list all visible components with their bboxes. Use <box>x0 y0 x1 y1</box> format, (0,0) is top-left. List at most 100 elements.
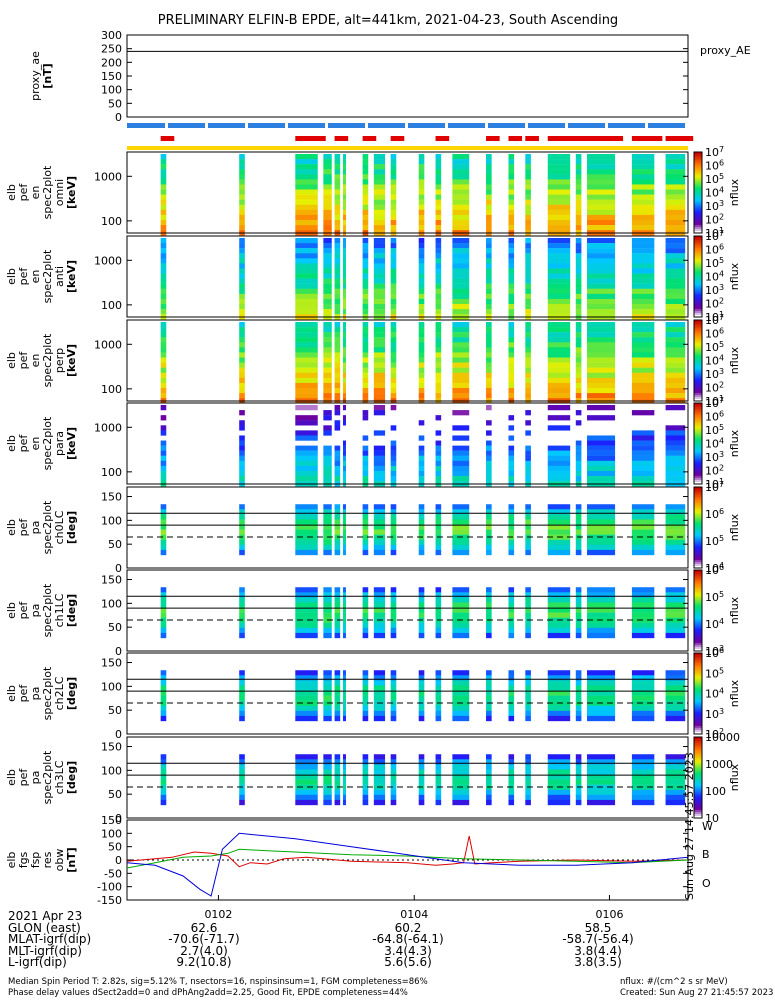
pa_ch0-cell <box>665 549 686 556</box>
en_anti-cell <box>418 298 425 305</box>
en_para-cb-cell <box>694 467 702 471</box>
en_omni-cell <box>362 169 369 175</box>
pa_ch2-cell <box>295 695 318 701</box>
en_omni-cell <box>452 154 470 160</box>
en_perp-cell <box>486 352 492 358</box>
en_anti-cell <box>334 268 341 274</box>
pa_ch0-cell <box>239 549 245 556</box>
en_anti-cb-tick: 105 <box>705 256 724 270</box>
en_anti-cell <box>239 248 245 254</box>
en_perp-cell <box>452 393 470 399</box>
pa_ch2-cb-cell <box>694 673 702 676</box>
pa_ch0-cell <box>373 519 386 525</box>
pa_ch3-cell <box>342 759 346 765</box>
science-zone-gap <box>525 123 528 128</box>
pa_ch1-cell <box>362 592 369 598</box>
en_para-cb-tick: 107 <box>705 396 724 410</box>
en_omni-cell <box>390 154 397 160</box>
en_omni-cell <box>295 174 318 180</box>
pa_ch2-ytick: 50 <box>108 704 122 717</box>
en_omni-cb-tick: 106 <box>705 159 724 173</box>
en_anti-cell <box>418 303 425 310</box>
en_anti-cell <box>486 263 492 269</box>
en_omni-cell <box>452 204 470 211</box>
pa_ch1-cb-cell <box>694 624 702 628</box>
en_anti-cell <box>160 303 167 310</box>
en_anti-cell <box>665 303 686 310</box>
en_omni-cell <box>547 164 571 170</box>
pa_ch1-cell <box>525 612 531 618</box>
en_perp-cell <box>525 372 531 379</box>
pa_ch2-cell <box>435 670 442 676</box>
pa_ch0-cb-cell <box>694 529 702 533</box>
en_omni-cell <box>160 209 167 216</box>
en_omni-cell <box>575 199 582 205</box>
en_anti-cell <box>486 303 492 310</box>
pa_ch0-cell <box>452 509 470 515</box>
pa_ch3-cb-cell <box>694 743 702 746</box>
pa_ch3-cell <box>508 764 515 770</box>
en_perp-cell <box>342 347 346 353</box>
pa_ch0-cell <box>342 544 346 551</box>
en_omni-cell <box>587 159 616 165</box>
pa_ch2-cell <box>665 700 686 706</box>
en_anti-cell <box>452 288 470 295</box>
en_perp-cell <box>295 372 318 379</box>
en_omni-cell <box>486 184 492 190</box>
en_perp-cb-cell <box>694 364 702 368</box>
pa_ch3-cell <box>452 769 470 775</box>
pa_ch1-cell <box>295 607 318 613</box>
en_omni-cell <box>323 174 332 180</box>
en_anti-cell <box>547 298 571 305</box>
en_para-cell <box>390 470 397 477</box>
pa_ch1-cell <box>547 627 571 634</box>
pa_ch3-cell <box>342 794 346 801</box>
fgs-series-B <box>126 848 689 869</box>
en_perp-cell <box>575 372 582 379</box>
fgs-ylabel: fgs <box>17 851 30 868</box>
pa_ch2-cell <box>295 690 318 696</box>
pa_ch2-cell <box>390 700 397 706</box>
pa_ch3-cb-cell <box>694 753 702 756</box>
en_para-cell <box>508 455 515 462</box>
en_anti-cell <box>362 268 369 274</box>
pa_ch2-cell <box>239 710 245 717</box>
en_omni-cell <box>665 194 686 200</box>
pa_ch0-cell <box>373 539 386 546</box>
en_omni-cell <box>342 199 346 205</box>
pa_ch0-cell <box>575 544 582 551</box>
en_omni-cell <box>373 214 386 221</box>
en_para-cb-cell <box>694 413 702 416</box>
en_para-cell <box>587 476 616 482</box>
en_para-cell <box>239 476 245 482</box>
en_anti-cell <box>631 288 655 295</box>
proxy-ae-ytick: 150 <box>101 70 122 83</box>
pa_ch3-cell <box>508 779 515 785</box>
en_omni-cell <box>486 214 492 221</box>
en_anti-cell <box>295 293 318 300</box>
en_omni-cell <box>575 159 582 165</box>
en_omni-cell <box>160 204 167 211</box>
pa_ch1-cb-frame <box>693 569 703 652</box>
en_para-cell <box>323 476 332 482</box>
en_omni-cell <box>587 194 616 200</box>
en_anti-cell <box>342 238 346 244</box>
en_perp-cell <box>587 393 616 399</box>
en_perp-cb-cell <box>694 378 702 382</box>
en_para-cell <box>418 460 425 467</box>
en_anti-cb-cell <box>694 248 702 251</box>
en_omni-cell <box>418 194 425 200</box>
en_perp-cell <box>323 327 332 333</box>
en_perp-cell <box>547 332 571 338</box>
en_anti-cell <box>239 288 245 295</box>
pa_ch3-cb-cell <box>694 799 702 803</box>
pa_ch1-ylabel: ch1LC <box>53 593 66 627</box>
pa_ch1-cell <box>452 587 470 593</box>
pa_ch3-cell <box>486 769 492 775</box>
en_para-cell <box>575 450 582 456</box>
en_anti-cell <box>575 278 582 284</box>
en_anti-cell <box>525 238 531 244</box>
pa_ch2-cb-cell <box>694 721 702 725</box>
pa_ch2-cell <box>362 680 369 686</box>
en_para-cell <box>295 476 318 482</box>
